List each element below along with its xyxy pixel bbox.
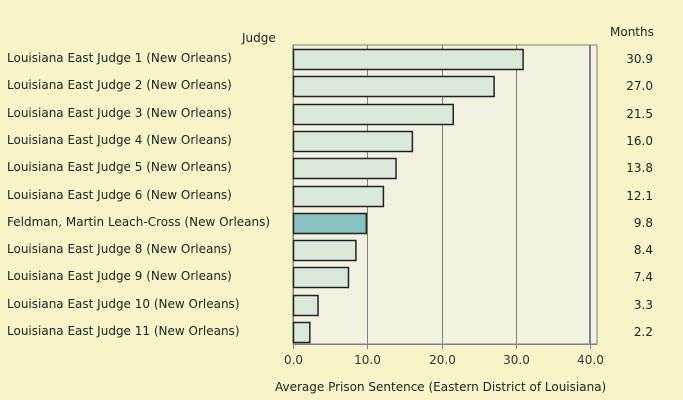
bars xyxy=(292,48,524,344)
category-label: Louisiana East Judge 2 (New Orleans) xyxy=(7,78,232,93)
x-axis: 0.0 10.0 20.0 30.0 40.0 xyxy=(284,344,604,367)
value-label: 8.4 xyxy=(633,243,653,258)
x-tick-label: 20.0 xyxy=(429,353,456,367)
bar xyxy=(292,130,414,153)
category-label: Louisiana East Judge 1 (New Orleans) xyxy=(7,51,232,65)
category-label: Louisiana East Judge 3 (New Orleans) xyxy=(7,105,232,120)
value-label: 13.8 xyxy=(626,161,653,176)
category-label: Louisiana East Judge 4 (New Orleans) xyxy=(7,132,232,147)
x-tick-label: 30.0 xyxy=(503,353,530,367)
value-label: 9.8 xyxy=(633,215,653,230)
x-tick-label: 10.0 xyxy=(354,353,381,367)
category-label: Feldman, Martin Leach-Cross (New Orleans… xyxy=(7,214,271,229)
category-label: Louisiana East Judge 11 (New Orleans) xyxy=(7,324,240,338)
bar xyxy=(292,48,524,71)
value-label: 27.0 xyxy=(626,79,653,94)
bar xyxy=(292,212,368,235)
x-tick-label: 40.0 xyxy=(577,353,604,367)
category-label: Louisiana East Judge 10 (New Orleans) xyxy=(7,296,240,311)
value-header: Months xyxy=(610,25,654,39)
value-label: 30.9 xyxy=(626,52,653,66)
bar xyxy=(292,185,385,208)
bar xyxy=(292,239,357,262)
value-label: 2.2 xyxy=(633,325,653,339)
x-tick-label: 0.0 xyxy=(284,353,303,367)
value-label: 16.0 xyxy=(626,133,653,148)
bar xyxy=(292,321,311,344)
bar xyxy=(292,103,454,126)
value-label: 7.4 xyxy=(633,270,653,285)
bar xyxy=(292,157,397,180)
category-label: Louisiana East Judge 9 (New Orleans) xyxy=(7,269,232,284)
category-label: Louisiana East Judge 6 (New Orleans) xyxy=(7,187,232,202)
bar xyxy=(292,75,495,98)
value-label: 3.3 xyxy=(633,297,653,312)
category-label: Louisiana East Judge 5 (New Orleans) xyxy=(7,160,232,175)
value-label: 12.1 xyxy=(626,188,653,203)
value-label: 21.5 xyxy=(626,106,653,121)
bar xyxy=(292,294,319,317)
category-label: Louisiana East Judge 8 (New Orleans) xyxy=(7,242,232,257)
bar xyxy=(292,266,350,289)
category-header: Judge xyxy=(242,31,276,45)
x-axis-label: Average Prison Sentence (Eastern Distric… xyxy=(275,380,607,394)
